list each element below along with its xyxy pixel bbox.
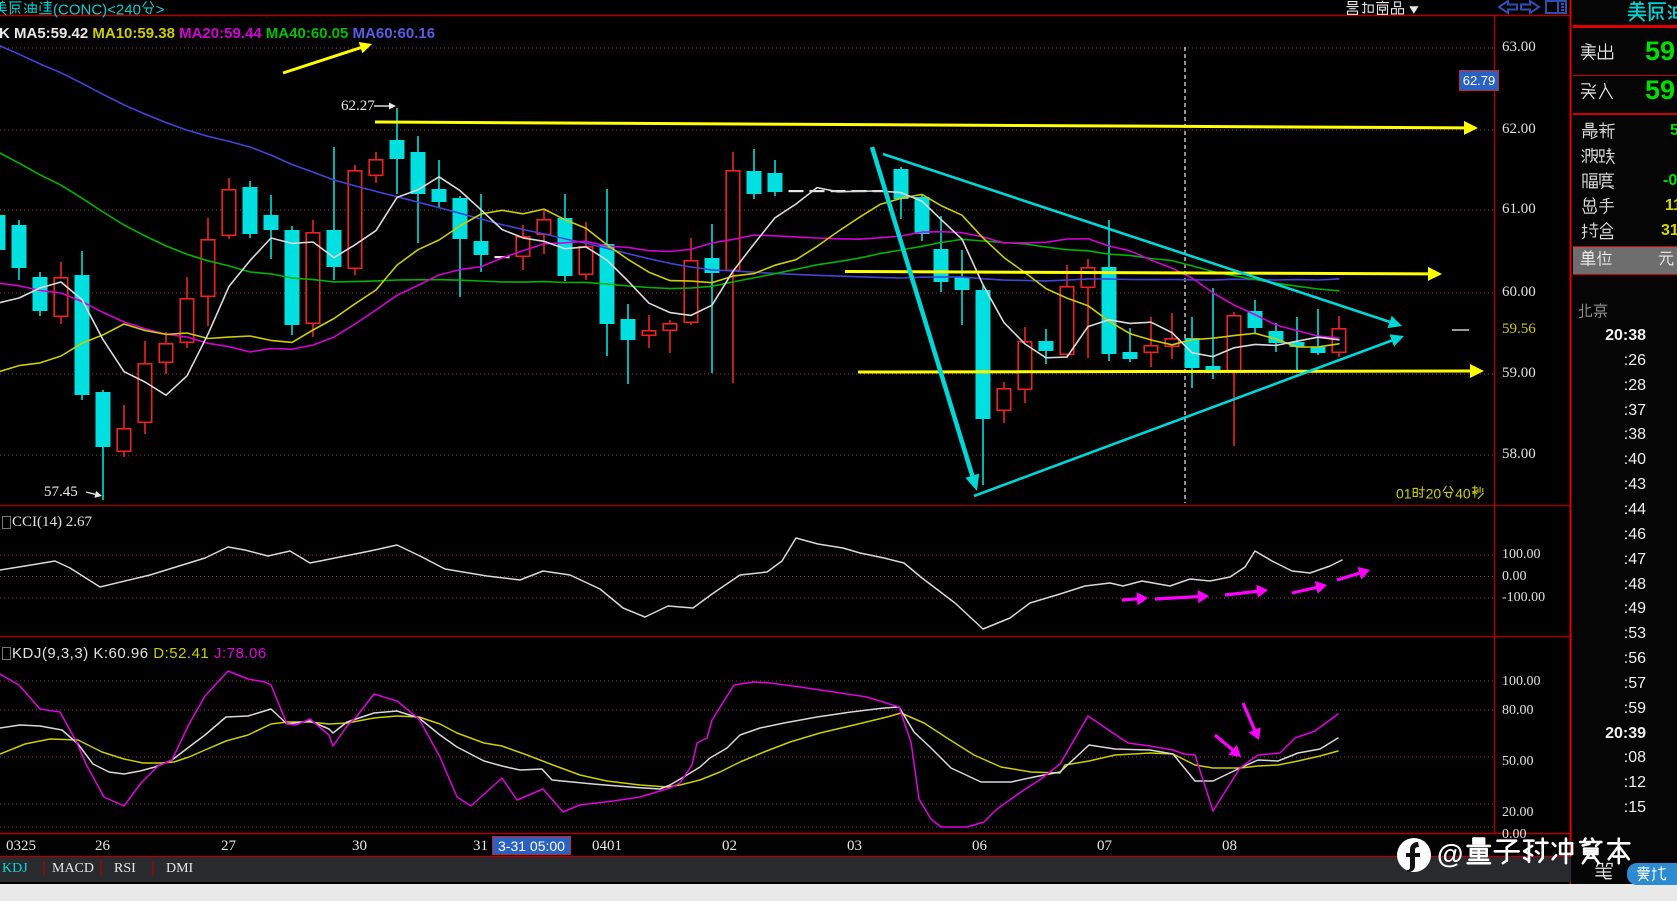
svg-text:40: 40 [1455,486,1471,502]
svg-text:>: > [156,2,165,19]
svg-text:@: @ [1437,839,1463,869]
svg-text:20: 20 [1426,486,1442,502]
svg-text:(CONC)<240: (CONC)<240 [53,2,141,19]
svg-text:01: 01 [1396,486,1412,502]
